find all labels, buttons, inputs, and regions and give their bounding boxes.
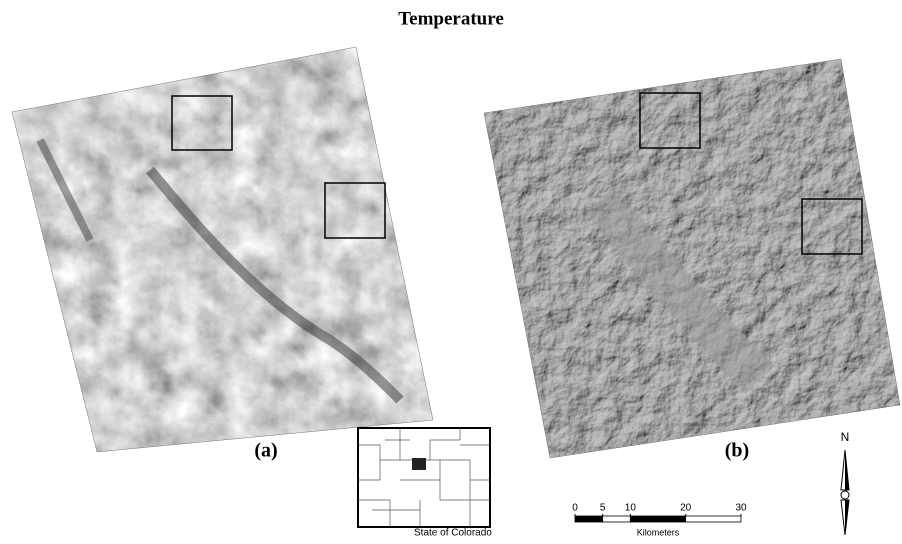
title: Temperature: [398, 8, 504, 29]
scale-tick-label: 20: [680, 503, 692, 514]
colorado-inset: [358, 428, 490, 527]
north-arrow: [841, 450, 849, 535]
scale-tick-label: 10: [625, 503, 637, 514]
scale-tick-label: 0: [572, 503, 578, 514]
scale-segment: [603, 516, 631, 522]
scale-segment: [686, 516, 741, 522]
scale-tick-label: 30: [735, 503, 747, 514]
scale-unit: Kilometers: [637, 527, 680, 537]
scale-tick-label: 5: [600, 503, 606, 514]
inset-label: State of Colorado: [414, 528, 492, 539]
north-label: N: [841, 430, 850, 444]
figure: Temperature (a) (b) State of Colorado 0 5…: [0, 0, 902, 539]
map-b: [480, 55, 902, 465]
map-a: [10, 45, 435, 455]
scale-bar: 0 5 10 20 30: [572, 503, 747, 522]
scale-segment: [630, 516, 685, 522]
scale-segment: [575, 516, 603, 522]
panel-label: (a): [254, 440, 277, 462]
panel-label: (b): [725, 440, 749, 462]
